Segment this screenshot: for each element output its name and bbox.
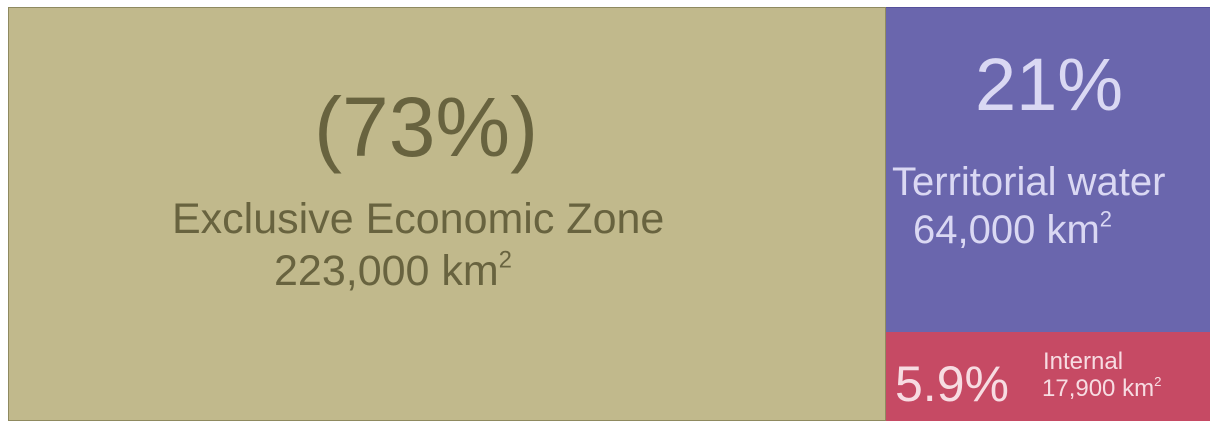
eez-area-label: 223,000 km2 [274, 247, 512, 295]
int-area-number: 17,900 km [1042, 375, 1155, 402]
int-area-unit-sup: 2 [1154, 374, 1162, 390]
treemap-cell-internal: 5.9% Internal 17,900 km2 [886, 332, 1210, 421]
treemap-chart: (73%) Exclusive Economic Zone 223,000 km… [8, 7, 1210, 421]
eez-name-label: Exclusive Economic Zone [172, 195, 665, 243]
treemap-cell-exclusive-economic-zone: (73%) Exclusive Economic Zone 223,000 km… [8, 7, 886, 421]
tw-area-number: 64,000 km [913, 208, 1100, 252]
tw-area-label: 64,000 km2 [913, 206, 1113, 252]
int-percent-label: 5.9% [895, 356, 1009, 412]
int-area-label: 17,900 km2 [1042, 374, 1162, 402]
eez-area-number: 223,000 km [274, 247, 499, 295]
tw-name-label: Territorial water [892, 160, 1166, 204]
treemap-cell-territorial-water: 21% Territorial water 64,000 km2 [886, 7, 1210, 332]
tw-area-unit-sup: 2 [1099, 206, 1113, 232]
int-name-label: Internal [1043, 348, 1124, 375]
eez-area-unit-sup: 2 [498, 247, 512, 274]
eez-percent-label: (73%) [314, 80, 539, 174]
tw-percent-label: 21% [975, 43, 1124, 126]
